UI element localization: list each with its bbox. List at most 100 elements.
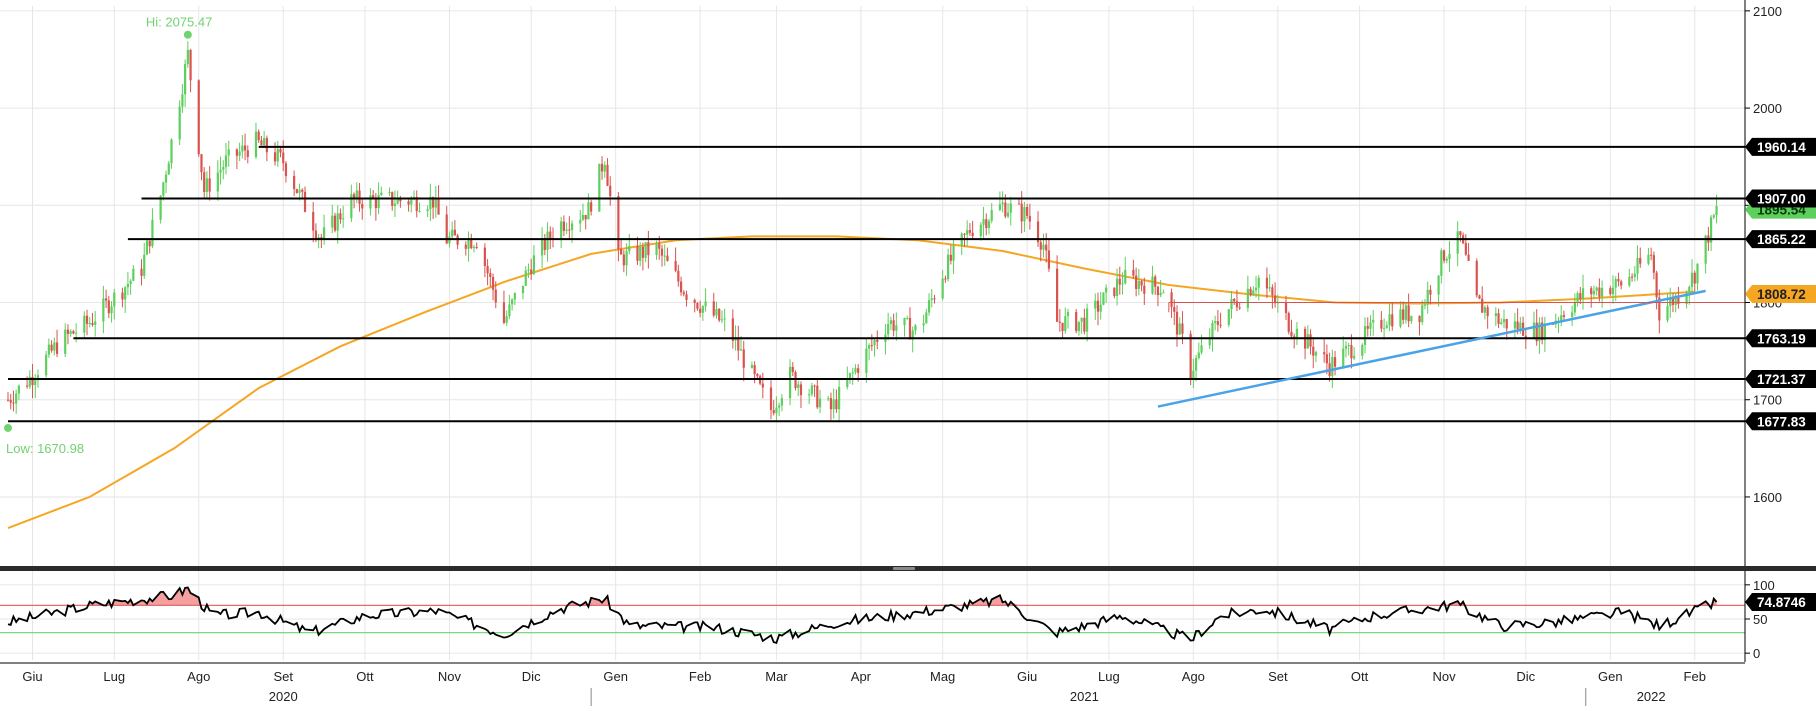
candle-body (524, 270, 527, 286)
candle-body (1383, 327, 1386, 329)
candlestick (1306, 325, 1309, 349)
candlestick (34, 374, 37, 399)
candlestick (1135, 267, 1138, 297)
candle-body (644, 242, 647, 258)
candlestick (1483, 305, 1487, 320)
candlestick (1690, 259, 1694, 295)
candlestick (772, 400, 775, 416)
candle-body (889, 320, 892, 325)
candlestick (1652, 251, 1655, 280)
candle-body (263, 138, 266, 146)
candle-body (429, 196, 432, 210)
candlestick (1614, 276, 1617, 301)
candlestick (170, 138, 173, 169)
candlestick (527, 263, 530, 278)
candlestick (453, 220, 456, 236)
candle-body (1639, 257, 1642, 264)
candle-body (570, 223, 574, 231)
candle-body (148, 240, 151, 247)
candlestick (227, 140, 230, 167)
candlestick (867, 343, 871, 361)
candlestick (276, 140, 279, 167)
candle-body (1042, 244, 1045, 250)
candlestick (1023, 201, 1026, 233)
candlestick (1194, 354, 1198, 382)
candlestick (1478, 294, 1481, 300)
x-month-label: Mag (930, 669, 955, 684)
candle-body (851, 372, 854, 374)
candle-body (1385, 325, 1388, 328)
candlestick (94, 311, 97, 337)
candle-body (1323, 352, 1326, 355)
candlestick (1257, 275, 1260, 301)
candle-body (1197, 352, 1200, 359)
candle-body (1426, 289, 1429, 305)
candle-body (162, 182, 165, 196)
candle-body (641, 246, 645, 258)
candlestick (682, 290, 685, 297)
candlestick (723, 308, 726, 332)
x-year-label: 2020 (269, 689, 298, 704)
candlestick (1486, 304, 1489, 329)
candle-body (772, 410, 775, 414)
candlestick (1505, 318, 1508, 340)
candle-body (1647, 254, 1650, 264)
candlestick (887, 312, 890, 341)
candle-body (1023, 207, 1026, 222)
candlestick (1151, 265, 1154, 295)
candlestick (1254, 276, 1258, 298)
candlestick (865, 338, 868, 383)
candlestick (1271, 284, 1274, 309)
candlestick (1080, 317, 1083, 334)
candlestick (1159, 279, 1162, 298)
candlestick (778, 402, 781, 417)
candlestick (685, 290, 688, 307)
candlestick (31, 364, 34, 399)
candle-body (388, 192, 391, 194)
candlestick (445, 206, 448, 245)
price-tick-label-2100: 2100 (1753, 4, 1782, 19)
candle-body (1590, 288, 1593, 295)
candlestick (331, 204, 334, 234)
candlestick (794, 370, 797, 391)
candlestick (1650, 247, 1653, 261)
candlestick (639, 242, 642, 267)
candle-body (1361, 344, 1364, 356)
candle-body (1655, 272, 1658, 298)
candlestick (565, 222, 568, 235)
candle-body (887, 324, 890, 335)
candlestick (151, 208, 154, 249)
candlestick (1407, 293, 1410, 328)
candle-body (1257, 277, 1260, 288)
candle-body (1287, 313, 1290, 332)
candlestick (464, 241, 467, 256)
candlestick (816, 380, 819, 409)
candlestick (696, 302, 699, 311)
candle-body (336, 213, 339, 231)
candle-body (1677, 295, 1680, 305)
candle-body (1181, 323, 1184, 334)
candle-body (1650, 254, 1653, 256)
candlestick (655, 240, 658, 260)
candle-body (1293, 336, 1296, 338)
candle-body (1039, 242, 1042, 250)
candlestick (301, 188, 304, 198)
candlestick (374, 192, 377, 221)
candlestick (75, 323, 78, 343)
candlestick (1124, 256, 1127, 285)
trendlines (1157, 289, 1745, 408)
candlestick (110, 301, 113, 323)
candlestick (1410, 315, 1413, 324)
candlestick (1056, 255, 1059, 322)
candlestick (1696, 263, 1699, 291)
candlestick (1085, 303, 1089, 342)
candlestick (1524, 329, 1527, 350)
candlestick (1710, 214, 1713, 251)
candle-body (1170, 292, 1173, 308)
candle-body (1115, 278, 1119, 297)
candlestick (162, 181, 165, 201)
candlestick (1323, 338, 1326, 363)
candle-body (1047, 250, 1051, 269)
candlestick (704, 288, 707, 312)
candlestick (1666, 292, 1669, 323)
